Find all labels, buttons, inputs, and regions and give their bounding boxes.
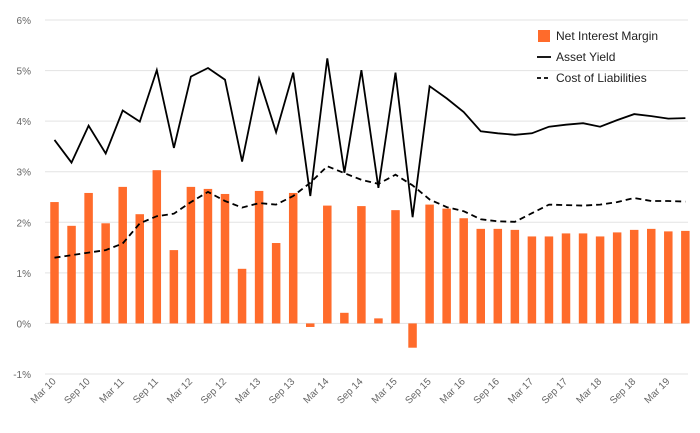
x-tick-label: Mar 13 [233,376,263,406]
nim-bar [612,232,622,324]
line-series [53,58,686,259]
nim-bar [152,170,162,324]
nim-bar [391,210,400,324]
nim-bar [595,236,605,324]
nim-bar [237,268,247,324]
x-tick-label: Sep 10 [63,376,93,406]
x-tick-label: Mar 10 [29,376,59,406]
legend-label: Net Interest Margin [556,29,658,43]
nim-bar [169,250,179,324]
nim-bar [271,243,281,324]
x-tick-label: Mar 16 [438,376,468,406]
gridlines [45,19,688,375]
nim-bar [561,233,571,324]
x-tick-label: Sep 16 [472,376,502,406]
nim-bar [323,205,332,324]
nim-bar [84,192,93,324]
nim-bar [254,190,264,324]
y-tick-label: -1% [13,370,31,381]
y-tick-label: 2% [17,218,32,229]
nim-bar [288,192,298,324]
y-axis-ticks: -1% 0% 1% 2% 3% 4% 5% 6% [13,16,31,381]
nim-bar [664,231,673,324]
nim-bar [527,236,537,324]
y-tick-label: 3% [17,168,32,179]
x-tick-label: Sep 12 [199,376,229,406]
x-tick-label: Mar 12 [165,376,195,406]
nim-bar [357,206,366,324]
y-tick-label: 6% [17,16,32,27]
nim-bar [118,186,127,324]
x-tick-label: Sep 11 [131,376,161,406]
legend-label: Cost of Liabilities [556,71,647,85]
nim-bar [647,228,656,324]
x-tick-label: Sep 13 [267,376,297,406]
legend-swatch-nim [538,30,550,42]
x-tick-label: Sep 14 [335,376,365,406]
nim-bar [459,218,468,324]
nim-bar [476,228,485,324]
x-axis-ticks: Mar 10 Sep 10 Mar 11 Sep 11 Mar 12 Sep 12 Mar … [29,376,673,407]
y-tick-label: 4% [17,117,32,128]
bar-series [50,170,690,348]
legend: Net Interest Margin Asset Yield Cost of Li… [537,29,658,85]
y-tick-label: 0% [17,319,32,330]
nim-bar [578,233,588,324]
y-tick-label: 5% [17,67,32,78]
cost-of-liabilities-line [54,165,686,259]
nim-bar [306,323,315,327]
nim-bar [544,236,554,324]
nim-bar [50,202,59,324]
nim-bar [425,204,434,324]
nim-bar [629,229,639,324]
x-tick-label: Mar 11 [98,376,128,406]
nim-bar [186,186,196,324]
legend-label: Asset Yield [556,50,615,64]
x-tick-label: Mar 17 [506,376,536,406]
x-tick-label: Sep 17 [540,376,570,406]
nim-bar [442,208,451,324]
y-tick-label: 1% [17,269,32,280]
x-tick-label: Sep 15 [404,376,434,406]
nim-bar [135,214,144,324]
x-tick-label: Mar 14 [302,376,332,406]
x-tick-label: Mar 18 [574,376,604,406]
nim-bar [510,229,520,324]
nim-bar [493,228,503,324]
nim-bar [101,223,110,324]
nim-bar [408,323,417,348]
x-tick-label: Mar 19 [643,376,673,406]
x-tick-label: Sep 18 [608,376,638,406]
nim-bar [67,225,76,324]
nim-bar [340,312,349,324]
asset-yield-line [53,58,686,218]
nim-bar [220,193,230,324]
nim-bar [374,318,383,324]
nim-bar [681,230,690,324]
nim-bar [203,188,213,324]
x-tick-label: Mar 15 [370,376,400,406]
